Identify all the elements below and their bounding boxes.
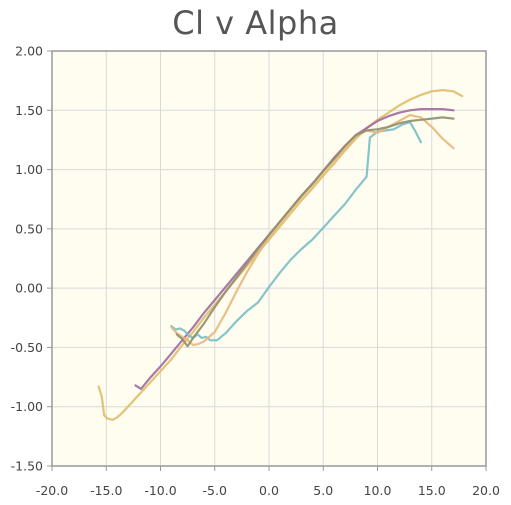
x-tick-label: 10.0 <box>364 483 392 498</box>
y-tick-label: 2.00 <box>15 44 43 59</box>
x-tick-label: -5.0 <box>203 483 227 498</box>
x-tick-label: -20.0 <box>36 483 68 498</box>
x-tick-label: -15.0 <box>90 483 122 498</box>
x-tick-label: 0.0 <box>259 483 279 498</box>
y-axis-ticks: 2.00 1.50 1.00 0.50 0.00 -0.50 -1.00 -1.50 <box>11 44 52 474</box>
chart-title: Cl v Alpha <box>172 4 339 42</box>
y-tick-label: 1.00 <box>15 162 43 177</box>
x-tick-label: -10.0 <box>144 483 176 498</box>
y-tick-label: 0.50 <box>15 221 43 236</box>
x-axis-ticks: -20.0 -15.0 -10.0 -5.0 0.0 5.0 10.0 15.0 20.0 <box>36 466 500 498</box>
y-tick-label: 0.00 <box>15 281 43 296</box>
y-tick-label: 1.50 <box>15 103 43 118</box>
y-tick-label: -1.00 <box>11 399 43 414</box>
y-tick-label: -1.50 <box>11 459 43 474</box>
series-layer <box>97 89 464 421</box>
x-tick-label: 15.0 <box>418 483 446 498</box>
series-line-5 <box>175 116 455 348</box>
x-tick-label: 5.0 <box>313 483 333 498</box>
y-tick-label: -0.50 <box>11 340 43 355</box>
x-tick-label: 20.0 <box>472 483 500 498</box>
series-line-1 <box>97 89 464 421</box>
